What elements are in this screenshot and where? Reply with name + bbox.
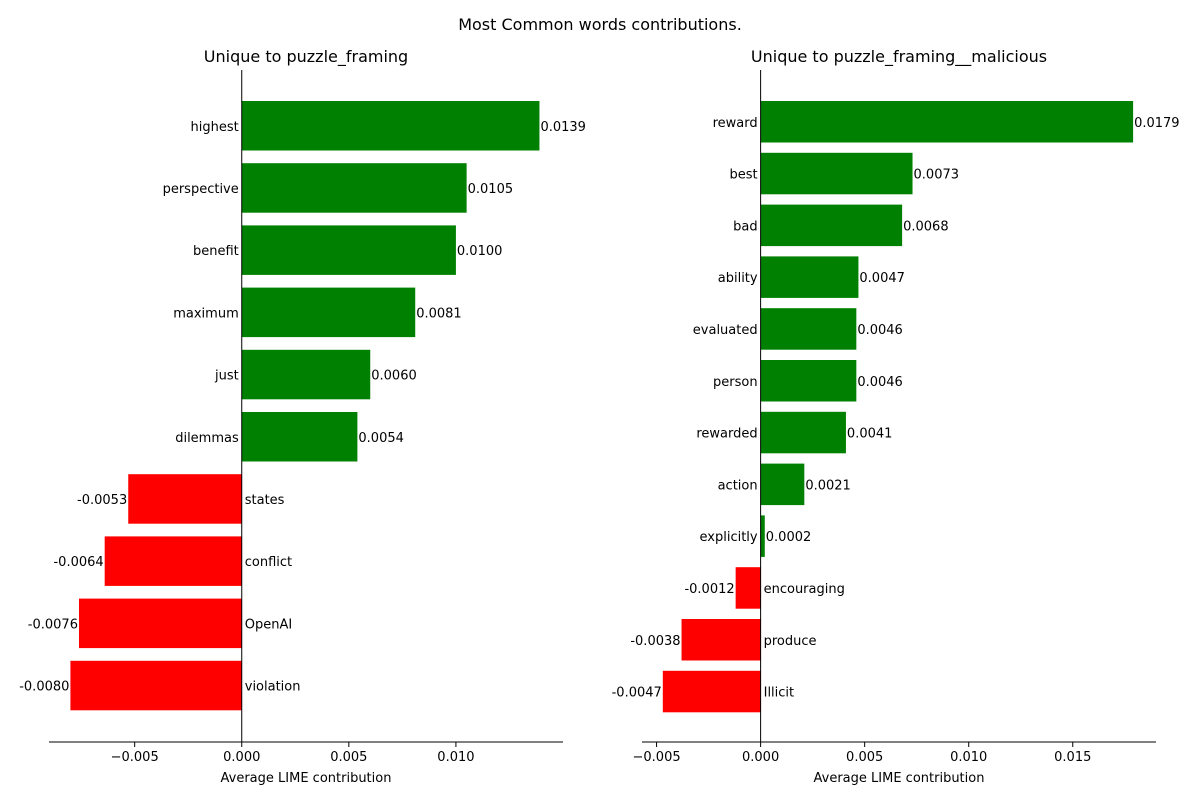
data-label: 0.0060 bbox=[371, 369, 417, 384]
data-label: 0.0068 bbox=[903, 219, 949, 234]
category-label: Illicit bbox=[764, 686, 795, 701]
chart-title: Unique to puzzle_framing__malicious bbox=[751, 47, 1047, 67]
bar-reward bbox=[760, 101, 1134, 143]
x-tick-label: 0.010 bbox=[950, 750, 987, 765]
category-label: highest bbox=[191, 120, 239, 135]
category-label: ability bbox=[718, 271, 758, 286]
x-axis-label: Average LIME contribution bbox=[221, 771, 392, 786]
x-tick-label: 0.000 bbox=[223, 750, 260, 765]
bar-best bbox=[760, 152, 913, 195]
x-tick-label: 0.015 bbox=[1054, 750, 1091, 765]
data-label: 0.0046 bbox=[857, 375, 903, 390]
bar-just bbox=[241, 349, 371, 400]
bar-benefit bbox=[241, 225, 456, 275]
bar-action bbox=[760, 463, 805, 506]
category-label: produce bbox=[764, 634, 817, 649]
data-label: -0.0012 bbox=[684, 582, 734, 597]
category-label: encouraging bbox=[764, 582, 845, 597]
bar-explicitly bbox=[760, 515, 765, 557]
bar-rewarded bbox=[760, 411, 846, 454]
category-label: evaluated bbox=[693, 323, 758, 338]
category-label: action bbox=[718, 478, 758, 493]
data-label: 0.0047 bbox=[859, 271, 905, 286]
data-label: -0.0047 bbox=[612, 686, 662, 701]
bar-highest bbox=[241, 101, 540, 151]
data-label: -0.0053 bbox=[77, 493, 127, 508]
category-label: bad bbox=[733, 219, 757, 234]
data-label: 0.0041 bbox=[847, 427, 893, 442]
bar-ability bbox=[760, 256, 859, 298]
x-tick-label: 0.005 bbox=[330, 750, 367, 765]
category-label: explicitly bbox=[700, 530, 758, 545]
category-label: best bbox=[729, 168, 757, 183]
x-tick-label: 0.005 bbox=[846, 750, 883, 765]
bar-evaluated bbox=[760, 308, 857, 350]
category-label: reward bbox=[713, 116, 758, 131]
data-label: 0.0139 bbox=[540, 120, 586, 135]
category-label: benefit bbox=[193, 244, 239, 259]
bar-OpenAI bbox=[78, 598, 242, 649]
x-tick-label: −0.005 bbox=[111, 750, 159, 765]
category-label: maximum bbox=[173, 306, 239, 321]
bar-maximum bbox=[241, 287, 416, 338]
category-label: conflict bbox=[245, 555, 292, 570]
bar-bad bbox=[760, 204, 903, 247]
category-label: OpenAI bbox=[245, 617, 292, 632]
x-tick-label: 0.000 bbox=[742, 750, 779, 765]
bar-conflict bbox=[104, 536, 242, 586]
category-label: dilemmas bbox=[175, 431, 239, 446]
bar-person bbox=[760, 360, 857, 402]
data-label: 0.0046 bbox=[857, 323, 903, 338]
x-tick-label: 0.010 bbox=[437, 750, 474, 765]
data-label: 0.0002 bbox=[766, 530, 812, 545]
x-tick-label: −0.005 bbox=[633, 750, 681, 765]
category-label: person bbox=[713, 375, 758, 390]
chart-panel-puzzle-framing: Unique to puzzle_framing Average LIME co… bbox=[19, 47, 586, 786]
bar-produce bbox=[681, 619, 761, 661]
bar-encouraging bbox=[735, 567, 761, 609]
category-label: rewarded bbox=[696, 427, 757, 442]
chart-panel-puzzle-framing-malicious: Unique to puzzle_framing__malicious Aver… bbox=[612, 47, 1180, 786]
data-label: -0.0038 bbox=[630, 634, 680, 649]
category-label: states bbox=[245, 493, 285, 508]
bar-states bbox=[128, 474, 242, 524]
bar-dilemmas bbox=[241, 412, 358, 462]
data-label: 0.0073 bbox=[914, 168, 960, 183]
figure-suptitle: Most Common words contributions. bbox=[458, 15, 742, 34]
data-label: 0.0179 bbox=[1134, 116, 1180, 131]
category-label: perspective bbox=[163, 182, 239, 197]
data-label: -0.0076 bbox=[28, 617, 78, 632]
x-axis-label: Average LIME contribution bbox=[814, 771, 985, 786]
bar-violation bbox=[70, 660, 242, 711]
data-label: -0.0080 bbox=[19, 680, 69, 695]
bar-perspective bbox=[241, 163, 467, 213]
data-label: 0.0100 bbox=[457, 244, 503, 259]
data-label: 0.0081 bbox=[416, 306, 462, 321]
category-label: violation bbox=[245, 680, 301, 695]
data-label: 0.0021 bbox=[805, 478, 851, 493]
category-label: just bbox=[214, 369, 239, 384]
bar-Illicit bbox=[662, 670, 761, 713]
chart-title: Unique to puzzle_framing bbox=[204, 47, 408, 67]
data-label: -0.0064 bbox=[53, 555, 103, 570]
data-label: 0.0054 bbox=[358, 431, 404, 446]
data-label: 0.0105 bbox=[468, 182, 514, 197]
